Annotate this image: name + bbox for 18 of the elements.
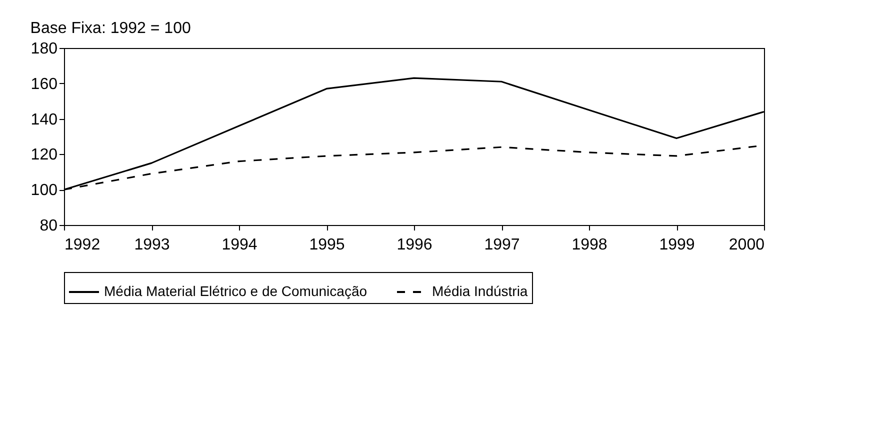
x-tick-label: 2000 (728, 236, 765, 254)
legend-label: Média Indústria (432, 283, 528, 299)
legend-label: Média Material Elétrico e de Comunicação (104, 283, 368, 299)
x-tick-label: 1996 (396, 236, 432, 254)
y-tick-label: 160 (30, 76, 58, 93)
x-tick-label: 1998 (572, 236, 608, 254)
x-tick-label: 1994 (222, 236, 258, 254)
x-tick-label: 1995 (309, 236, 345, 254)
y-tick-label: 100 (30, 182, 58, 200)
x-tick-label: 1993 (134, 236, 170, 254)
chart-title: Base Fixa: 1992 = 100 (30, 20, 191, 37)
x-tick-label: 1992 (64, 236, 100, 254)
x-tick-label: 1997 (484, 236, 520, 254)
y-tick-label: 140 (30, 111, 58, 128)
y-tick-label: 120 (30, 146, 58, 164)
y-tick-label: 180 (30, 40, 58, 58)
y-tick-label: 80 (40, 218, 58, 234)
x-tick-label: 1999 (659, 236, 695, 254)
